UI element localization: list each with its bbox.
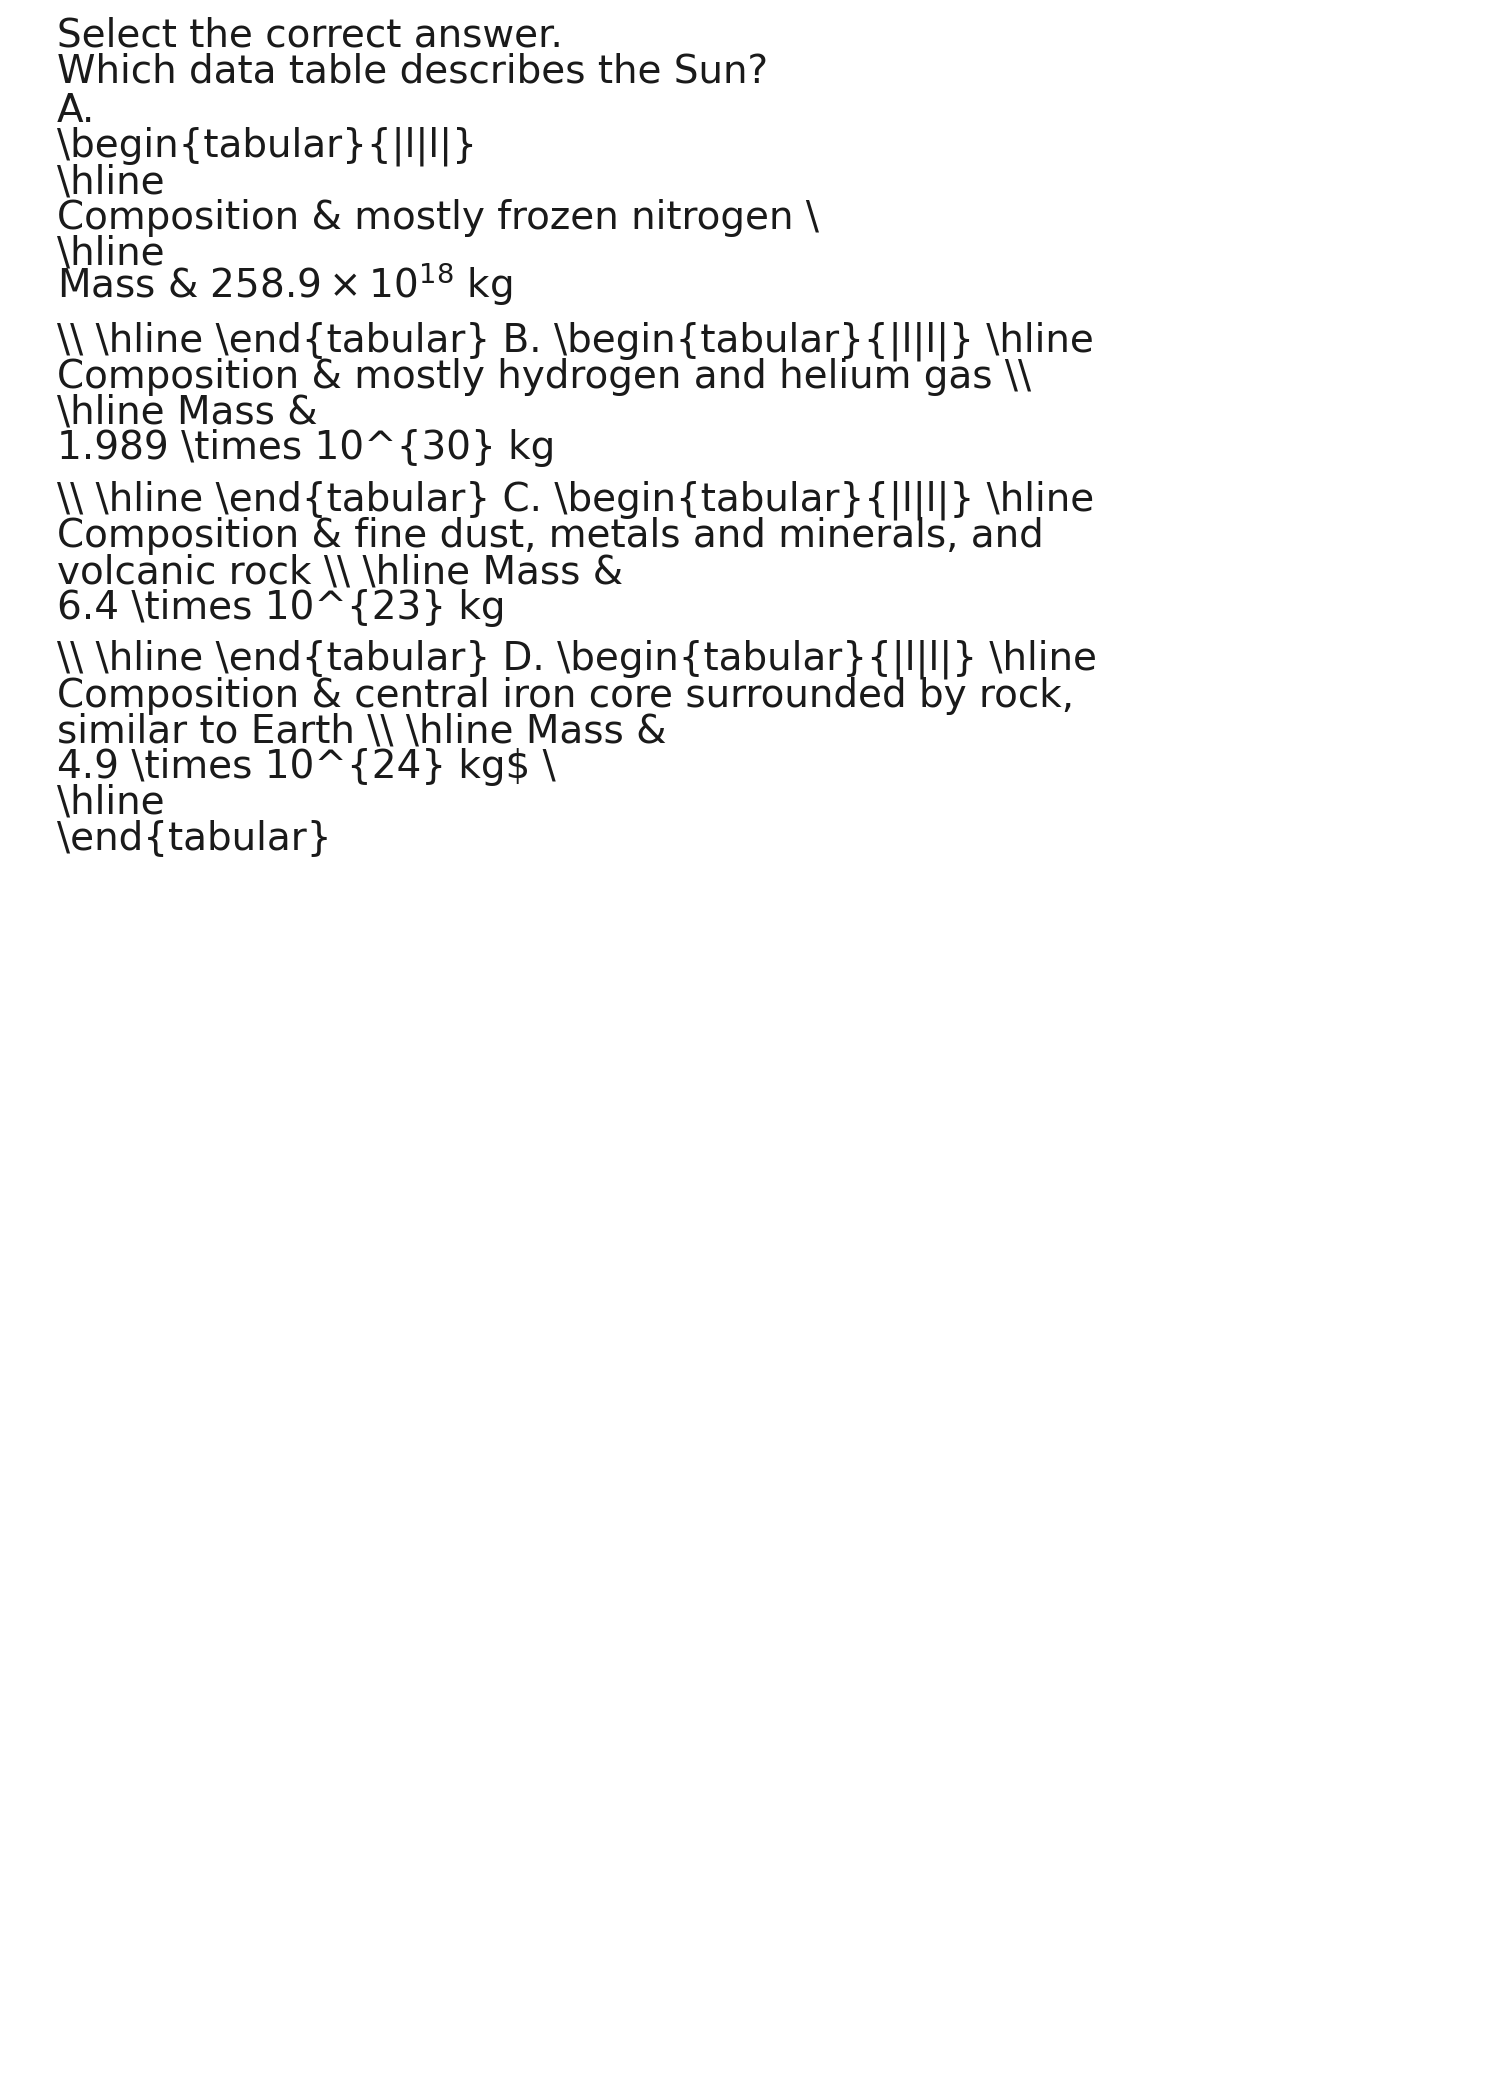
Text: Composition & central iron core surrounded by rock,: Composition & central iron core surround… — [57, 677, 1074, 715]
Text: \\ \hline \end{tabular} B. \begin{tabular}{|l|l|} \hline: \\ \hline \end{tabular} B. \begin{tabula… — [57, 321, 1094, 361]
Text: similar to Earth \\ \hline Mass &: similar to Earth \\ \hline Mass & — [57, 713, 666, 750]
Text: \hline: \hline — [57, 235, 165, 272]
Text: 4.9 \times 10^{24} kg$ \: 4.9 \times 10^{24} kg$ \ — [57, 748, 555, 786]
Text: Select the correct answer.: Select the correct answer. — [57, 17, 562, 54]
Text: Composition & mostly frozen nitrogen \: Composition & mostly frozen nitrogen \ — [57, 199, 819, 237]
Text: Which data table describes the Sun?: Which data table describes the Sun? — [57, 52, 768, 90]
Text: \hline: \hline — [57, 784, 165, 822]
Text: \end{tabular}: \end{tabular} — [57, 820, 332, 857]
Text: Composition & mostly hydrogen and helium gas \\: Composition & mostly hydrogen and helium… — [57, 358, 1030, 396]
Text: \hline: \hline — [57, 163, 165, 201]
Text: volcanic rock \\ \hline Mass &: volcanic rock \\ \hline Mass & — [57, 553, 622, 591]
Text: 6.4 \times 10^{23} kg: 6.4 \times 10^{23} kg — [57, 589, 506, 627]
Text: Composition & fine dust, metals and minerals, and: Composition & fine dust, metals and mine… — [57, 518, 1044, 555]
Text: Mass & $258.9 \times 10^{18}$ kg: Mass & $258.9 \times 10^{18}$ kg — [57, 260, 513, 308]
Text: 1.989 \times 10^{30} kg: 1.989 \times 10^{30} kg — [57, 430, 555, 467]
Text: \begin{tabular}{|l|l|}: \begin{tabular}{|l|l|} — [57, 126, 477, 166]
Text: A.: A. — [57, 92, 96, 130]
Text: \\ \hline \end{tabular} C. \begin{tabular}{|l|l|} \hline: \\ \hline \end{tabular} C. \begin{tabula… — [57, 480, 1094, 520]
Text: \\ \hline \end{tabular} D. \begin{tabular}{|l|l|} \hline: \\ \hline \end{tabular} D. \begin{tabula… — [57, 639, 1096, 679]
Text: \hline Mass &: \hline Mass & — [57, 394, 318, 432]
